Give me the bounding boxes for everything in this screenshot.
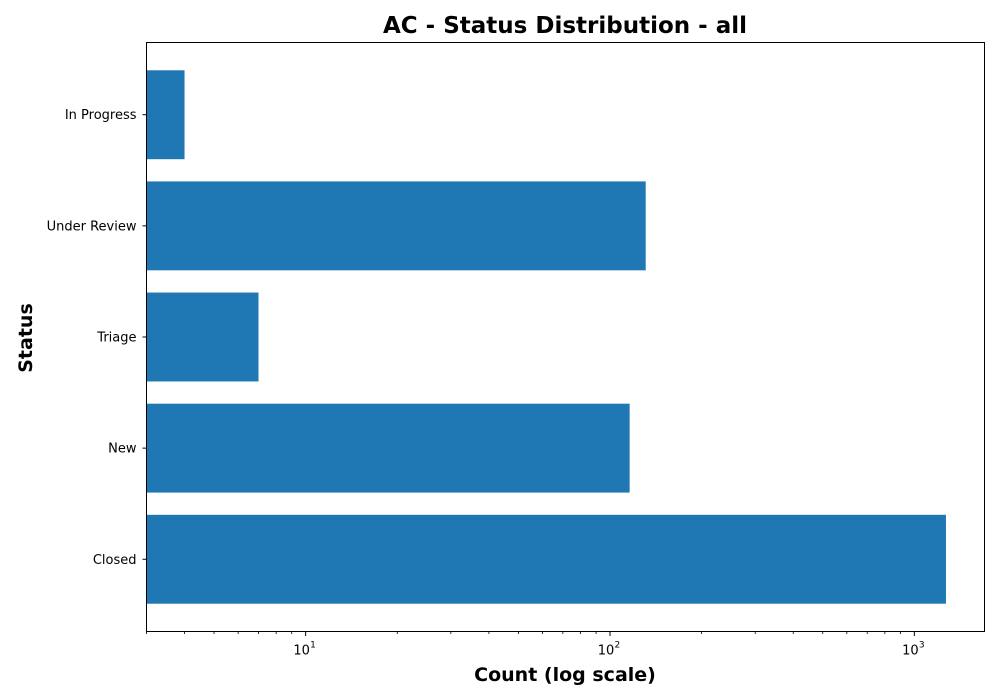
bar-under-review [146, 181, 646, 271]
chart-title: AC - Status Distribution - all [383, 13, 747, 39]
x-tick-label-1000: 10 [902, 644, 919, 659]
y-tick-label-triage: Triage [96, 331, 136, 346]
x-tick-label-10: 10 [293, 644, 310, 659]
x-tick-exponent-100: 2 [615, 641, 621, 651]
y-axis-ticks: Closed New Triage Under Review In Progress [47, 108, 147, 568]
bar-triage [146, 292, 259, 382]
x-tick-exponent-1000: 3 [919, 641, 925, 651]
bar-closed [146, 514, 946, 604]
y-axis-label: Status [15, 303, 37, 373]
x-axis-ticks: 10 1 10 2 10 3 [146, 631, 925, 659]
bars-layer [146, 70, 946, 604]
x-tick-exponent-10: 1 [310, 641, 316, 651]
y-tick-label-under-review: Under Review [47, 219, 137, 234]
y-tick-label-closed: Closed [93, 553, 137, 568]
x-axis-label: Count (log scale) [474, 664, 656, 686]
y-tick-label-in-progress: In Progress [65, 108, 137, 123]
y-tick-label-new: New [108, 442, 137, 457]
plot-area-frame [146, 42, 985, 632]
bar-new [146, 403, 630, 493]
bar-in-progress [146, 70, 185, 160]
x-tick-label-100: 10 [598, 644, 615, 659]
